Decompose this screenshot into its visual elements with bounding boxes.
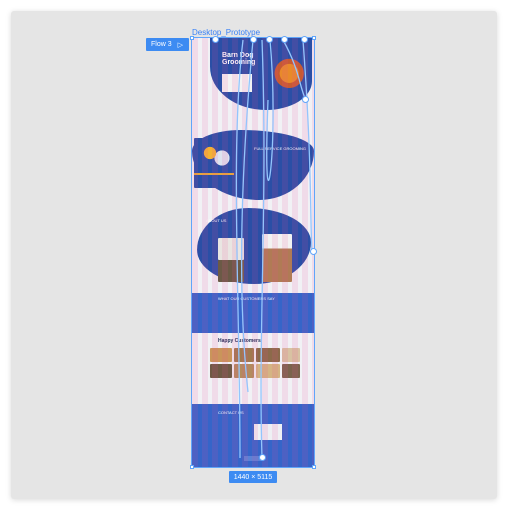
- play-icon[interactable]: ▷: [177, 41, 184, 49]
- flow-label: Flow 3: [151, 41, 172, 48]
- connection-handle[interactable]: [281, 36, 288, 43]
- flow-badge[interactable]: Flow 3 ▷: [146, 38, 189, 51]
- connection-handle[interactable]: [266, 36, 273, 43]
- gallery-photo-8: [282, 364, 300, 378]
- contact-title: CONTACT US: [218, 410, 244, 415]
- frame-title[interactable]: Desktop_Prototype: [192, 28, 261, 37]
- gallery-photo-4: [282, 348, 300, 362]
- customers-title: WHAT OUR CUSTOMERS SAY: [218, 296, 275, 301]
- hero-heading-1: Barn Dog: [222, 52, 254, 59]
- about-photo-building: [262, 234, 292, 282]
- connection-handle[interactable]: [212, 36, 219, 43]
- gallery-photo-5: [210, 364, 232, 378]
- customers-section: [192, 293, 314, 333]
- connection-handle[interactable]: [259, 454, 266, 461]
- resize-handle-bottom-right[interactable]: [312, 465, 316, 469]
- connection-handle[interactable]: [301, 36, 308, 43]
- connection-handle[interactable]: [310, 248, 317, 255]
- groomer-illustration: [258, 50, 310, 102]
- about-blob: [197, 208, 311, 284]
- resize-handle-top-left[interactable]: [190, 36, 194, 40]
- resize-handle-top-right[interactable]: [312, 36, 316, 40]
- gallery-photo-7: [256, 364, 280, 378]
- happy-title: Happy Customers: [218, 338, 261, 344]
- connection-handle[interactable]: [250, 36, 257, 43]
- groomer-dog-illustration: [194, 138, 234, 188]
- services-title: FULL SERVICE GROOMING: [254, 146, 307, 151]
- about-title: ABOUT US: [206, 218, 227, 223]
- contact-button[interactable]: [244, 456, 264, 461]
- resize-handle-bottom-left[interactable]: [190, 465, 194, 469]
- frame-dimensions-badge: 1440 × 5115: [229, 471, 277, 483]
- gallery-photo-1: [210, 348, 232, 362]
- hero-card: [222, 74, 252, 92]
- hero-heading-2: Grooming: [222, 59, 256, 66]
- connection-handle[interactable]: [302, 96, 309, 103]
